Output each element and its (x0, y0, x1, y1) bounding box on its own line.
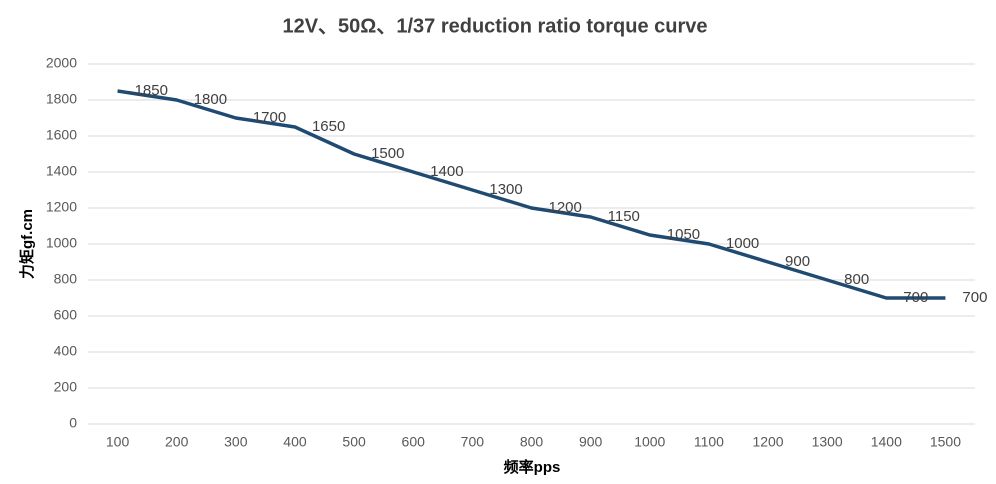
x-tick-label: 1500 (930, 434, 961, 450)
y-tick-label: 0 (69, 415, 77, 431)
chart-title: 12V、50Ω、1/37 reduction ratio torque curv… (282, 15, 707, 37)
x-tick-label: 1000 (634, 434, 665, 450)
data-label: 900 (785, 253, 810, 270)
data-label: 1500 (371, 145, 404, 162)
y-axis-title: 力矩gf.cm (18, 209, 36, 279)
x-tick-label: 1400 (871, 434, 902, 450)
x-tick-label: 700 (461, 434, 485, 450)
line (117, 89, 946, 300)
data-label: 1200 (549, 199, 582, 216)
x-tick-label: 400 (283, 434, 307, 450)
x-tick-label: 1300 (812, 434, 843, 450)
y-tick-label: 2000 (46, 55, 77, 71)
y-tick-label: 1400 (46, 163, 77, 179)
x-tick-label: 1200 (752, 434, 783, 450)
y-tick-label: 400 (54, 343, 78, 359)
x-tick-label: 300 (224, 434, 248, 450)
x-tick-label: 600 (402, 434, 426, 450)
y-tick-label: 1200 (46, 199, 77, 215)
data-label: 1700 (253, 109, 286, 126)
y-tick-label: 600 (54, 307, 78, 323)
data-label: 1650 (312, 118, 345, 135)
x-axis-title: 频率pps (504, 458, 561, 476)
data-label: 1050 (667, 226, 700, 243)
data-label: 1400 (430, 163, 463, 180)
y-tick-label: 1000 (46, 235, 77, 251)
y-tick-label: 1800 (46, 91, 77, 107)
data-label: 1850 (135, 82, 168, 99)
data-label: 1800 (194, 91, 227, 108)
x-tick-label: 500 (342, 434, 366, 450)
y-tick-label: 200 (54, 379, 78, 395)
x-tick-label: 200 (165, 434, 189, 450)
x-tick-label: 900 (579, 434, 603, 450)
data-label: 1300 (489, 181, 522, 198)
data-label: 1000 (726, 235, 759, 252)
x-tick-label: 100 (106, 434, 130, 450)
x-tick-label: 1100 (694, 434, 724, 450)
data-label: 700 (903, 289, 928, 306)
data-label: 1150 (608, 208, 640, 225)
data-label: 700 (962, 289, 987, 306)
data-label: 800 (844, 271, 869, 288)
y-tick-label: 1600 (46, 127, 77, 143)
y-tick-label: 800 (54, 271, 78, 287)
x-tick-label: 800 (520, 434, 544, 450)
